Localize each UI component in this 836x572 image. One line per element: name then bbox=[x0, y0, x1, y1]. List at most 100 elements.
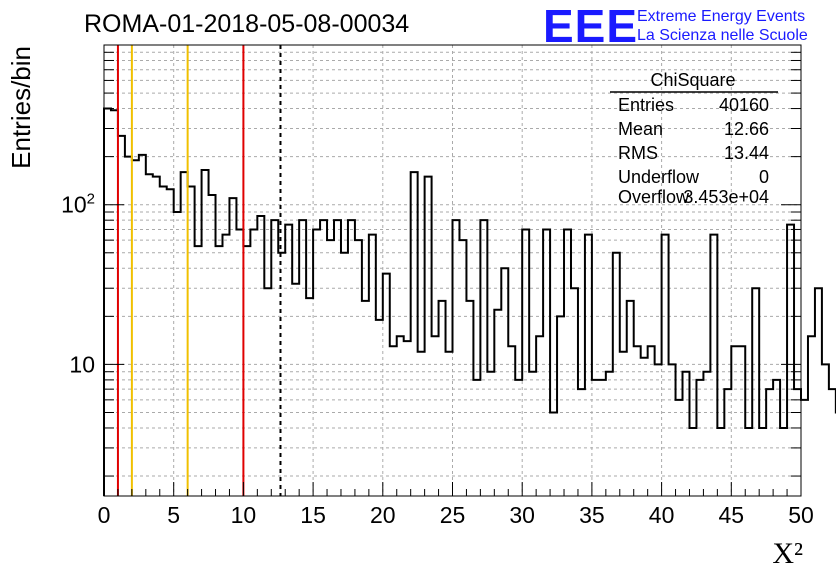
histogram-bin bbox=[801, 400, 808, 496]
histogram-bin bbox=[669, 364, 676, 496]
histogram-bin bbox=[515, 380, 522, 496]
y-tick-label: 10 bbox=[69, 351, 95, 377]
histogram-bin bbox=[648, 346, 655, 496]
x-tick-label: 15 bbox=[300, 502, 326, 528]
histogram-bin bbox=[334, 220, 341, 496]
histogram-bin bbox=[216, 246, 223, 496]
stats-title: ChiSquare bbox=[650, 70, 735, 90]
histogram-bin bbox=[550, 412, 557, 496]
x-tick-label: 40 bbox=[649, 502, 675, 528]
histogram-bin bbox=[146, 174, 153, 496]
x-tick-label: 50 bbox=[788, 502, 814, 528]
x-tick-labels: 0 5 10 15 20 25 30 35 40 45 50 bbox=[98, 502, 814, 528]
histogram-bin bbox=[703, 372, 710, 496]
histogram-outline bbox=[103, 107, 836, 496]
histogram-bin bbox=[181, 172, 188, 496]
logo-line-1: Extreme Energy Events bbox=[637, 8, 805, 25]
histogram-bin bbox=[738, 346, 745, 496]
histogram-bin bbox=[696, 380, 703, 496]
histogram-bin bbox=[404, 341, 411, 496]
histogram-bin bbox=[264, 288, 271, 496]
stats-label: RMS bbox=[618, 143, 658, 163]
histogram-bin bbox=[808, 336, 815, 496]
y-tick-label: 102 bbox=[61, 191, 95, 218]
histogram-bin bbox=[466, 301, 473, 496]
histogram-bin bbox=[209, 195, 216, 496]
histogram-bin bbox=[766, 389, 773, 496]
x-tick-label: 10 bbox=[231, 502, 257, 528]
histogram-bin bbox=[125, 157, 132, 496]
histogram-bin bbox=[676, 400, 683, 496]
histogram-bin bbox=[536, 336, 543, 496]
x-tick-label: 25 bbox=[440, 502, 466, 528]
stats-label: Underflow bbox=[618, 167, 700, 187]
y-axis-title: Entries/bin bbox=[6, 46, 36, 169]
histogram-bin bbox=[752, 288, 759, 496]
stats-value: 0 bbox=[759, 167, 769, 187]
histogram-bin bbox=[487, 372, 494, 496]
histogram-bin bbox=[794, 389, 801, 496]
histogram-bin bbox=[710, 235, 717, 496]
histogram-bin bbox=[592, 380, 599, 496]
histogram-bin bbox=[306, 298, 313, 496]
chart-title: ROMA-01-2018-05-08-00034 bbox=[84, 10, 409, 38]
histogram-bin bbox=[167, 189, 174, 496]
histogram-bin bbox=[613, 253, 620, 496]
histogram-bin bbox=[578, 389, 585, 496]
histogram-bin bbox=[411, 172, 418, 496]
histogram-bin bbox=[717, 428, 724, 496]
histogram-bin bbox=[453, 220, 460, 496]
histogram-bin bbox=[599, 380, 606, 496]
histogram-bin bbox=[320, 220, 327, 496]
histogram-bin bbox=[571, 288, 578, 496]
histogram-bin bbox=[522, 229, 529, 496]
histogram-bin bbox=[362, 301, 369, 496]
stats-label: Entries bbox=[618, 95, 674, 115]
histogram-bin bbox=[655, 364, 662, 496]
histogram-bin bbox=[543, 229, 550, 496]
histogram-bin bbox=[257, 216, 264, 496]
x-axis-title: X² bbox=[772, 537, 803, 570]
histogram bbox=[103, 107, 836, 496]
histogram-bin bbox=[432, 336, 439, 496]
histogram-bin bbox=[104, 109, 111, 496]
histogram-bin bbox=[236, 229, 243, 496]
histogram-bin bbox=[111, 110, 118, 496]
histogram-bin bbox=[139, 155, 146, 496]
histogram-bin bbox=[724, 389, 731, 496]
histogram-bin bbox=[759, 428, 766, 496]
histogram-bin bbox=[585, 235, 592, 496]
logo-line-2: La Scienza nelle Scuole bbox=[637, 27, 808, 44]
histogram-bin bbox=[606, 372, 613, 496]
histogram-bin bbox=[327, 240, 334, 496]
stats-value: 12.66 bbox=[724, 119, 769, 139]
histogram-bin bbox=[195, 246, 202, 496]
eee-logo: EEE Extreme Energy Events La Scienza nel… bbox=[543, 0, 808, 52]
x-tick-label: 20 bbox=[370, 502, 396, 528]
stats-label: Mean bbox=[618, 119, 663, 139]
histogram-bin bbox=[390, 346, 397, 496]
histogram-bin bbox=[376, 320, 383, 496]
histogram-bin bbox=[369, 235, 376, 496]
histogram-bin bbox=[418, 352, 425, 496]
histogram-bin bbox=[508, 346, 515, 496]
histogram-bin bbox=[564, 229, 571, 496]
x-tick-label: 45 bbox=[719, 502, 745, 528]
histogram-bin bbox=[222, 235, 229, 496]
histogram-bin bbox=[188, 187, 195, 496]
histogram-bin bbox=[529, 372, 536, 496]
x-tick-label: 35 bbox=[579, 502, 605, 528]
histogram-bin bbox=[773, 380, 780, 496]
histogram-bin bbox=[557, 316, 564, 496]
histogram-bin bbox=[243, 246, 250, 496]
histogram-bin bbox=[815, 288, 822, 496]
histogram-bin bbox=[299, 220, 306, 496]
histogram-bin bbox=[160, 187, 167, 496]
histogram-bin bbox=[662, 235, 669, 496]
stats-value: 3.453e+04 bbox=[683, 187, 769, 207]
histogram-bin bbox=[446, 352, 453, 496]
histogram-bin bbox=[271, 220, 278, 496]
histogram-bin bbox=[153, 177, 160, 496]
histogram-bin bbox=[292, 284, 299, 496]
